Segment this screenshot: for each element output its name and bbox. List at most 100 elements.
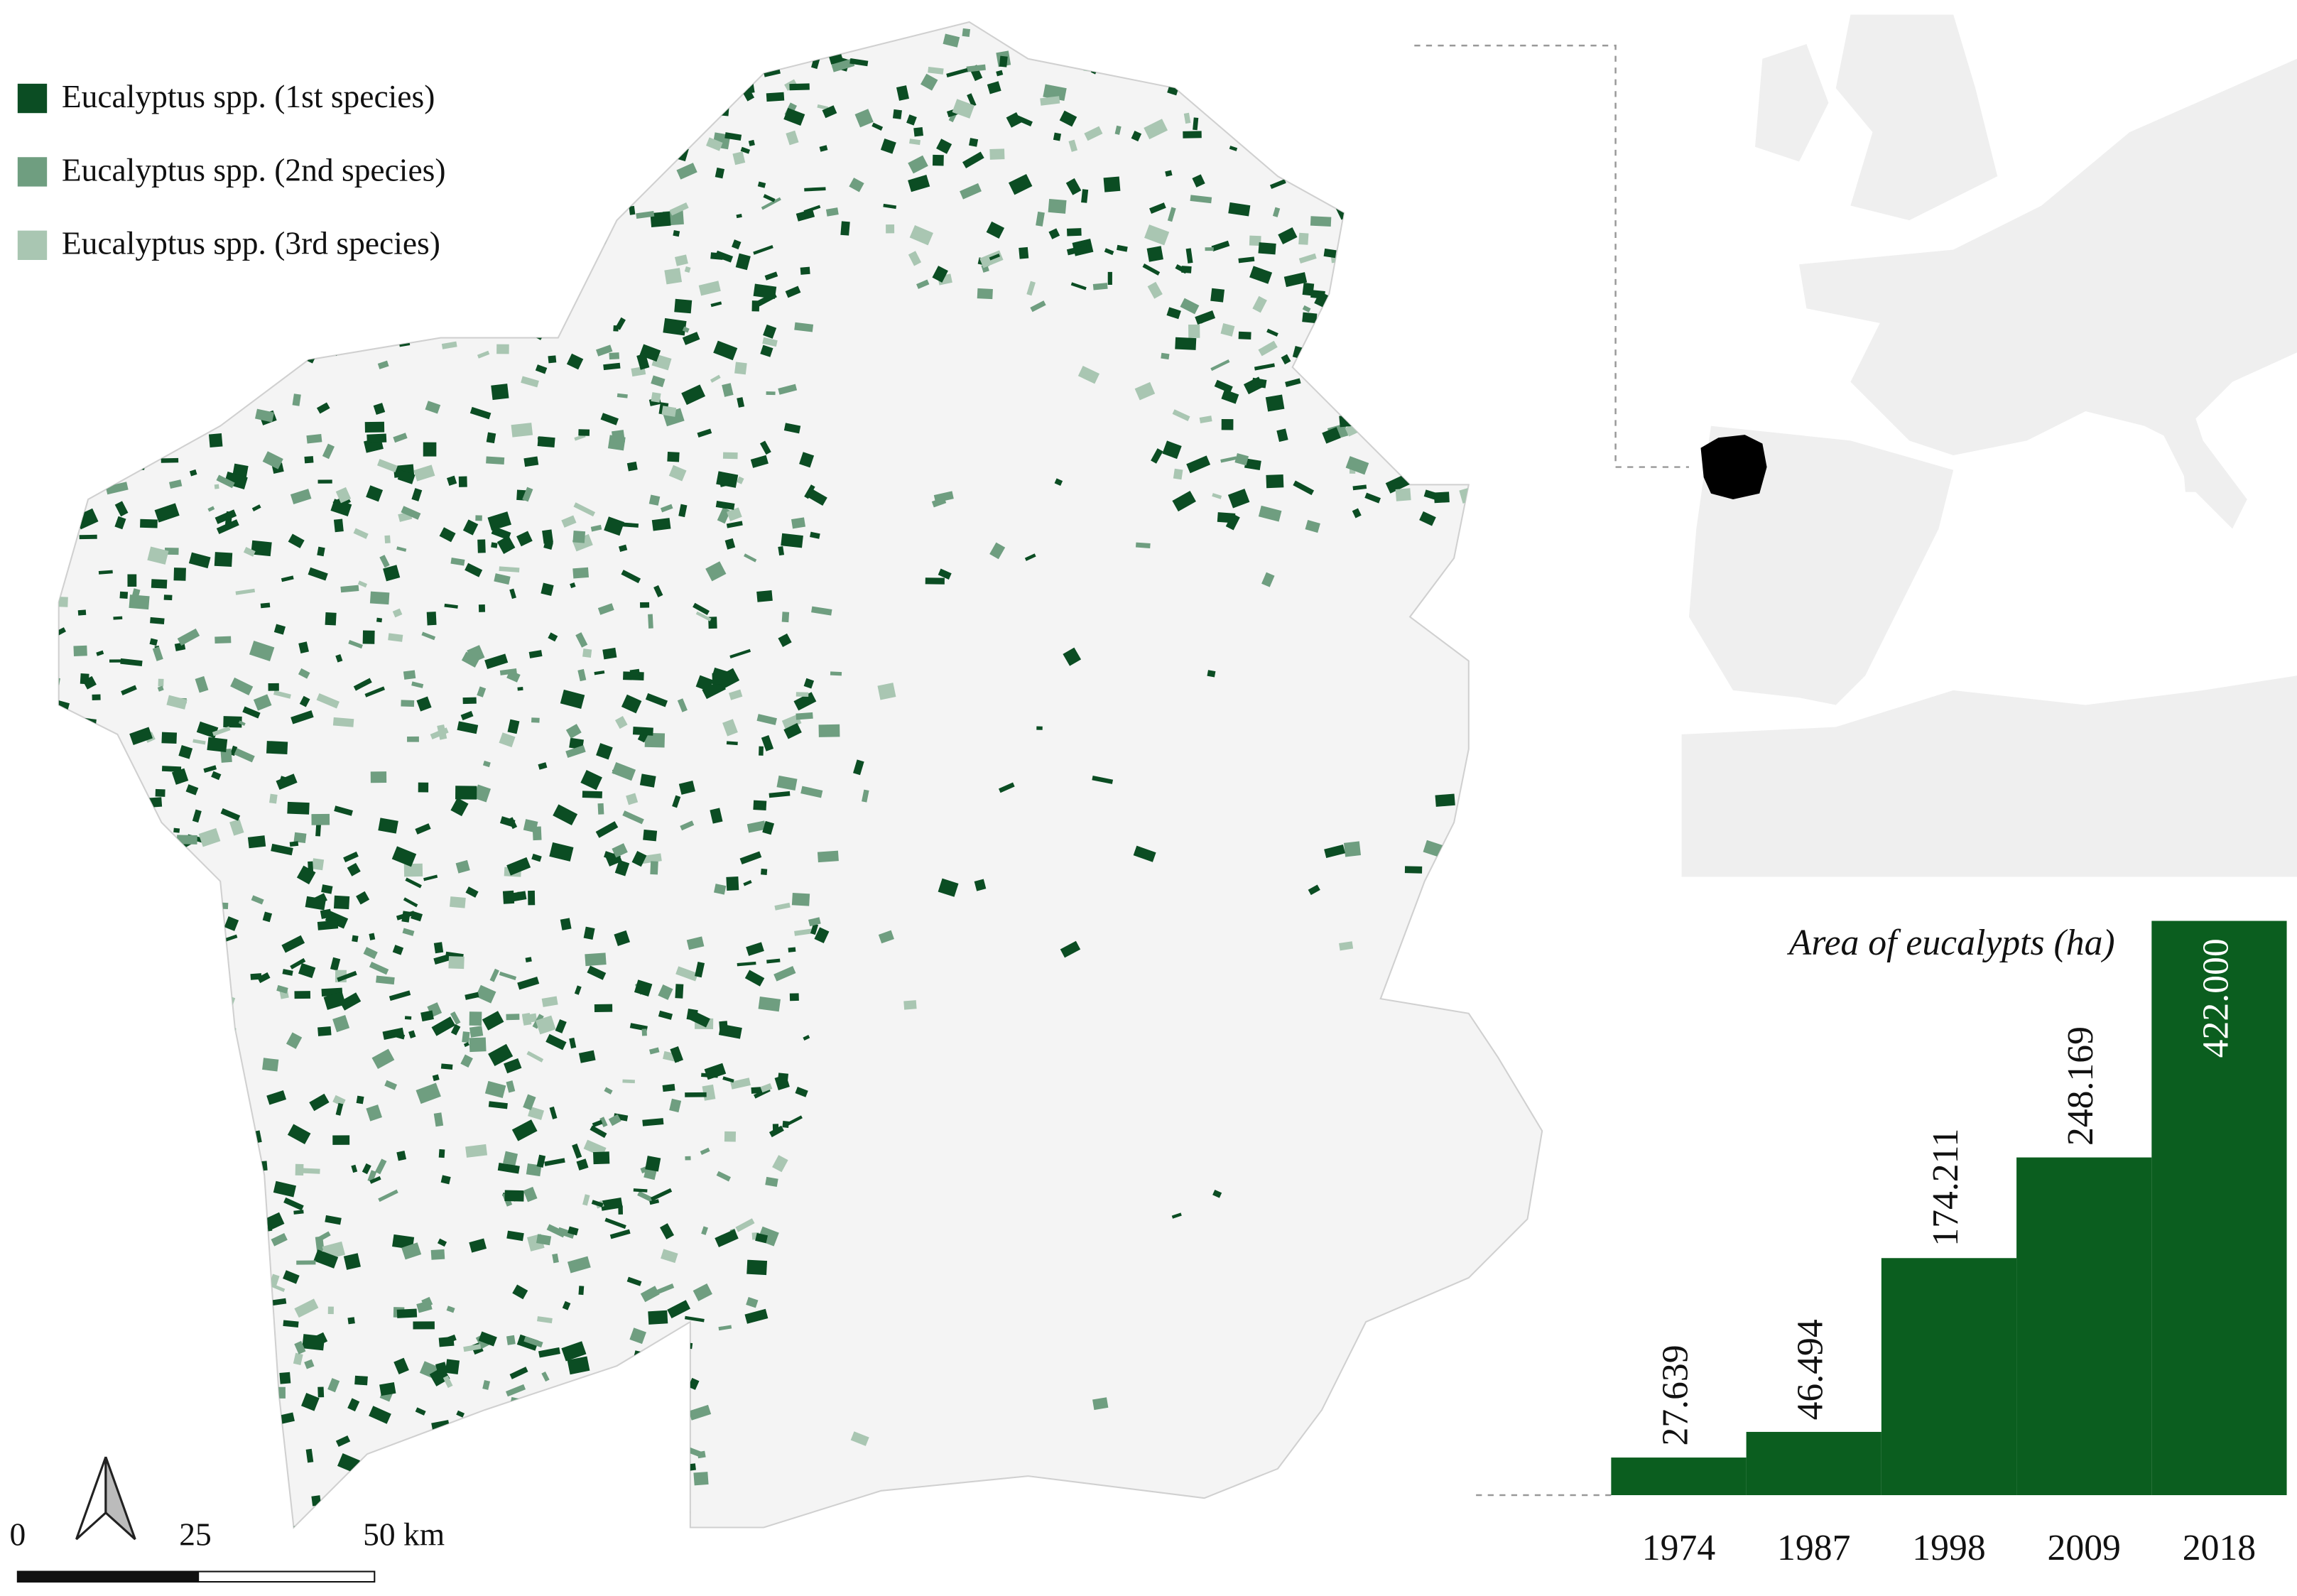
forest-patch <box>1340 316 1354 327</box>
forest-patch <box>309 45 324 62</box>
forest-patch <box>297 59 320 71</box>
forest-patch <box>1212 87 1219 102</box>
forest-patch <box>636 210 655 219</box>
forest-patch <box>1470 418 1494 439</box>
forest-patch <box>1462 403 1477 417</box>
forest-patch <box>1207 23 1220 38</box>
forest-patch <box>196 215 215 226</box>
forest-patch <box>303 273 320 288</box>
forest-patch <box>1384 47 1407 53</box>
forest-patch <box>507 50 518 63</box>
forest-patch <box>477 539 486 553</box>
forest-patch <box>461 651 480 668</box>
forest-patch <box>519 1467 538 1484</box>
forest-patch <box>343 851 359 863</box>
forest-patch <box>1258 340 1278 357</box>
forest-patch <box>294 991 311 999</box>
forest-patch <box>335 1102 344 1116</box>
forest-patch <box>1419 197 1435 205</box>
forest-patch <box>77 213 87 225</box>
forest-patch <box>60 346 83 366</box>
forest-patch <box>572 531 586 543</box>
forest-patch <box>189 469 197 477</box>
forest-patch <box>778 545 785 556</box>
forest-patch <box>440 307 452 322</box>
forest-patch <box>1161 72 1171 81</box>
forest-patch <box>423 442 437 457</box>
legend-swatch <box>17 230 48 261</box>
forest-patch <box>693 1529 702 1543</box>
forest-patch <box>411 488 423 501</box>
forest-patch <box>774 902 791 911</box>
forest-patch <box>352 935 359 943</box>
forest-patch <box>1092 1397 1109 1411</box>
forest-patch <box>234 1411 244 1419</box>
forest-patch <box>687 36 695 48</box>
forest-patch <box>101 413 112 424</box>
forest-patch <box>151 889 168 904</box>
forest-patch <box>928 66 944 75</box>
forest-patch <box>710 301 722 308</box>
forest-patch <box>758 997 781 1012</box>
forest-patch <box>922 22 933 24</box>
forest-patch <box>71 349 85 356</box>
forest-patch <box>783 423 801 434</box>
forest-patch <box>1323 248 1337 259</box>
forest-patch <box>1053 132 1062 141</box>
forest-patch <box>495 1426 519 1441</box>
forest-patch <box>234 1525 253 1528</box>
forest-patch <box>357 580 368 588</box>
forest-patch <box>1221 389 1239 404</box>
forest-patch <box>932 154 944 166</box>
forest-patch <box>669 202 689 216</box>
forest-patch <box>1164 47 1186 66</box>
forest-patch <box>649 1199 660 1205</box>
forest-patch <box>938 878 959 897</box>
forest-patch <box>1134 381 1156 401</box>
forest-patch <box>133 818 141 825</box>
forest-patch <box>634 979 653 997</box>
forest-patch <box>304 456 314 464</box>
forest-patch <box>311 1495 322 1507</box>
forest-patch <box>769 791 791 798</box>
forest-patch <box>65 910 75 923</box>
forest-patch <box>433 299 441 310</box>
forest-patch <box>549 842 574 862</box>
forest-patch <box>332 1135 350 1145</box>
forest-patch <box>235 588 256 595</box>
forest-patch <box>478 604 486 612</box>
forest-patch <box>195 1419 216 1434</box>
forest-patch <box>1444 1334 1464 1347</box>
forest-patch <box>998 782 1015 793</box>
forest-patch <box>298 962 316 979</box>
forest-patch <box>943 33 960 48</box>
forest-patch <box>103 1065 124 1080</box>
forest-patch <box>369 58 385 65</box>
forest-patch <box>492 58 508 71</box>
forest-patch <box>205 999 220 1015</box>
forest-patch <box>296 1260 316 1265</box>
forest-patch <box>1173 468 1183 480</box>
forest-patch <box>537 436 543 441</box>
forest-patch <box>695 89 703 94</box>
forest-patch <box>604 516 625 536</box>
forest-patch <box>1437 22 1450 33</box>
forest-patch <box>621 570 641 584</box>
forest-patch <box>1433 203 1447 216</box>
forest-patch <box>530 1412 553 1428</box>
forest-patch <box>496 107 514 116</box>
forest-patch <box>271 843 293 856</box>
forest-patch <box>1212 1189 1222 1198</box>
forest-patch <box>535 364 548 374</box>
forest-patch <box>1372 389 1379 400</box>
forest-patch <box>1103 176 1121 192</box>
forest-patch <box>437 1238 447 1247</box>
forest-patch <box>762 337 778 347</box>
forest-patch <box>438 1336 455 1347</box>
forest-patch <box>704 1063 727 1080</box>
forest-patch <box>214 552 233 568</box>
forest-patch <box>152 646 163 661</box>
forest-patch <box>74 869 96 888</box>
forest-patch <box>289 282 313 298</box>
forest-patch <box>715 1229 739 1247</box>
